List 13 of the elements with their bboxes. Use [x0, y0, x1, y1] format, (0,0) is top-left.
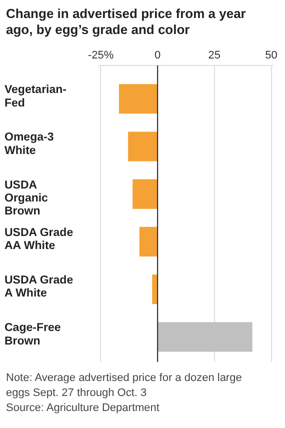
chart-title: Change in advertised price from a year ago, by egg’s grade and color: [6, 6, 247, 38]
text: Note: Average advertised price for a dozen large eggs Sept. 27 through Oct. 3: [6, 371, 243, 402]
y-tick-label: USDA Grade A White: [4, 274, 74, 300]
x-tick-label: 0: [154, 50, 161, 62]
x-tick-label: 25: [208, 50, 221, 62]
y-tick-label: Cage-Free Brown: [4, 322, 61, 348]
x-tick-label: 50: [265, 50, 278, 62]
x-tick-label: -25%: [88, 50, 114, 62]
source-note: Source: Agriculture Department: [6, 401, 160, 416]
y-tick-label: Omega-3 White: [4, 132, 54, 158]
y-tick-label: Vegetarian-Fed: [4, 84, 67, 110]
y-tick-label: USDA Grade AA White: [4, 227, 74, 253]
y-tick-label: USDA Organic Brown: [4, 180, 49, 218]
